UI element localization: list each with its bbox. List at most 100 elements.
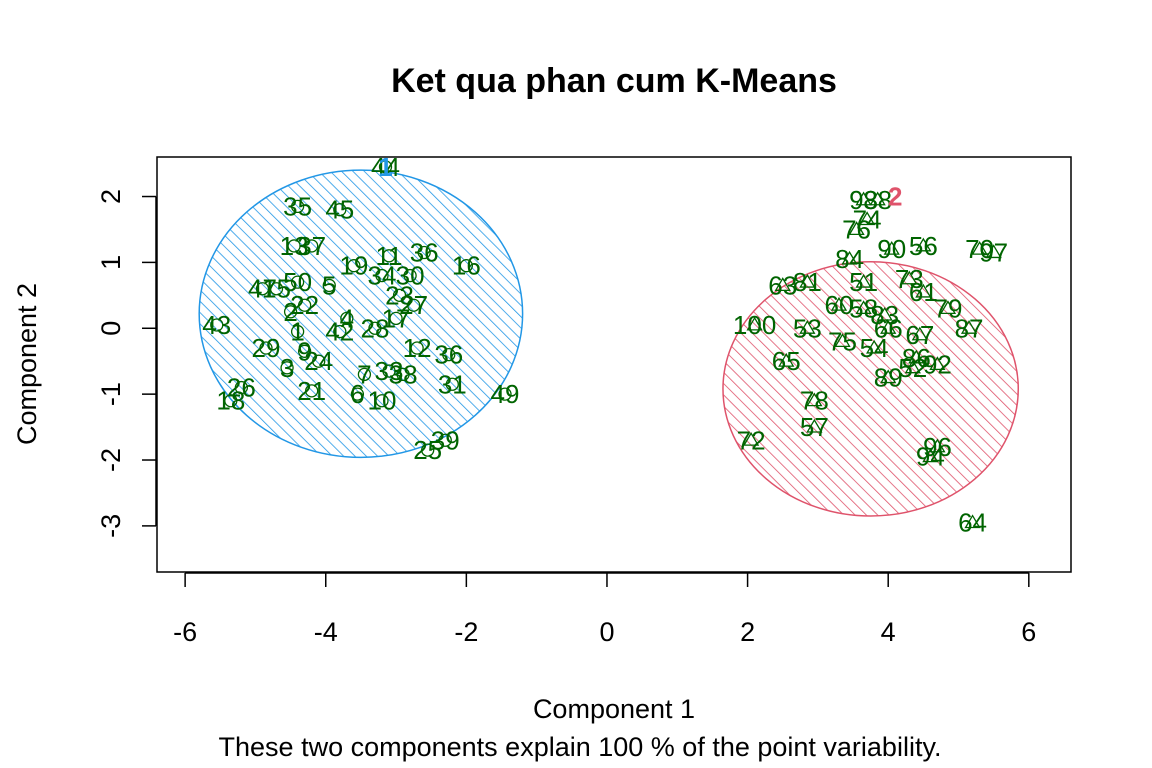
- cluster-2-point-marker: [883, 240, 900, 255]
- chart-title: Ket qua phan cum K-Means: [391, 62, 837, 100]
- cluster-1-point-label: 12: [403, 333, 432, 363]
- cluster-1-point-label: 26: [227, 373, 256, 403]
- x-tick-label: 4: [881, 617, 896, 647]
- cluster-2-ellipse: [722, 260, 1020, 517]
- cluster-2-point-label: 64: [958, 508, 987, 538]
- cluster-1-point-label: 28: [360, 313, 389, 343]
- cluster-1-point-label: 49: [491, 379, 520, 409]
- cluster-1-point-marker: [389, 311, 403, 326]
- x-tick-label: 0: [599, 617, 614, 647]
- cluster-2-point-label: 51: [849, 267, 878, 297]
- x-axis-label: Component 1: [533, 694, 695, 724]
- cluster-2-point-marker: [742, 431, 760, 446]
- cluster-2-point-label: 53: [793, 313, 822, 343]
- cluster-2-point-marker: [908, 349, 925, 364]
- cluster-2-point-marker: [971, 240, 988, 255]
- y-tick-label: -3: [96, 514, 126, 538]
- cluster-2-point-label: 78: [800, 386, 829, 416]
- cluster-1-point-label: 16: [452, 251, 481, 281]
- clusters-layer: [198, 169, 1020, 517]
- cluster-2-point-label: 61: [909, 277, 938, 307]
- cluster-2-point-label: 100: [733, 310, 776, 340]
- cluster-2-point-marker: [799, 319, 816, 334]
- cluster-1-point-label: 7: [357, 359, 371, 389]
- cluster-2-point-marker: [939, 300, 957, 315]
- cluster-1-point-marker: [290, 275, 305, 289]
- cluster-2-point-marker: [901, 270, 918, 285]
- cluster-1-point-marker: [297, 298, 312, 312]
- cluster-1-point-label: 30: [396, 261, 425, 291]
- cluster-2-point-marker: [806, 418, 823, 433]
- cluster-2-point-marker: [746, 316, 763, 331]
- cluster-1-point-label: 3: [280, 353, 294, 383]
- cluster-1-point-marker: [255, 282, 270, 296]
- cluster-1-point-label: 43: [202, 310, 231, 340]
- cluster-1-point-label: 15: [262, 274, 291, 304]
- cluster-1-point-marker: [269, 282, 284, 296]
- cluster-2-point-label: 84: [835, 244, 864, 274]
- plot-frame: [156, 156, 1072, 573]
- y-tick-label: 1: [96, 255, 126, 270]
- cluster-1-point-marker: [305, 239, 319, 253]
- cluster-2-point-label: 67: [905, 320, 934, 350]
- cluster-1-point-marker: [498, 387, 512, 401]
- y-tick-label: 0: [96, 321, 126, 336]
- cluster-2-point-marker: [929, 356, 946, 371]
- cluster-2-point-label: 81: [793, 267, 822, 297]
- cluster-1-point-marker: [350, 387, 365, 401]
- cluster-2-point-marker: [911, 326, 928, 341]
- cluster-1-point-label: 45: [325, 195, 354, 225]
- cluster-2-point-label: 58: [849, 294, 878, 324]
- cluster-2-point-label: 54: [860, 333, 889, 363]
- cluster-1-ellipse: [198, 169, 524, 459]
- cluster-1-point-label: 27: [399, 290, 428, 320]
- cluster-2-point-label: 76: [842, 214, 871, 244]
- cluster-1-point-marker: [305, 384, 319, 398]
- cluster-1-point-marker: [375, 268, 389, 283]
- cluster-1-point-label: 25: [413, 435, 442, 465]
- cluster-2-point-marker: [929, 438, 946, 453]
- cluster-2-point-marker: [880, 319, 897, 334]
- cluster-1-point-label: 31: [438, 369, 467, 399]
- cluster-1-point-label: 2: [283, 297, 297, 327]
- cluster-2-point-label: 70: [965, 234, 994, 264]
- cluster-2-point-label: 75: [828, 326, 857, 356]
- cluster-1-point-marker: [421, 443, 435, 457]
- cluster-2-point-label: 63: [768, 270, 797, 300]
- y-axis-label: Component 2: [12, 283, 42, 445]
- cluster-1-point-label: 9: [297, 336, 311, 366]
- cluster-1-point-marker: [234, 380, 249, 395]
- cluster-1-center-label: 1: [378, 152, 392, 182]
- cluster-2-center-label: 2: [888, 182, 902, 212]
- cluster-2-point-marker: [915, 283, 932, 298]
- x-tick-label: -4: [314, 617, 338, 647]
- cluster-1-point-label: 39: [431, 425, 460, 455]
- cluster-2-point-label: 65: [772, 346, 801, 376]
- cluster-1-point-label: 10: [368, 386, 397, 416]
- cluster-2-point-label: 87: [955, 313, 984, 343]
- cluster-1-point-marker: [259, 341, 273, 355]
- cluster-2-point-marker: [855, 300, 872, 315]
- cluster-1-point-marker: [403, 268, 417, 283]
- cluster-1-point-marker: [368, 321, 382, 335]
- cluster-1-point-marker: [312, 354, 326, 368]
- x-tick-label: -6: [173, 617, 197, 647]
- cluster-1-point-marker: [333, 324, 347, 339]
- cluster-1-point-marker: [322, 278, 336, 293]
- cluster-1-point-label: 5: [322, 270, 336, 300]
- cluster-2-point-marker: [806, 392, 823, 407]
- cluster-1-point-marker: [392, 288, 407, 302]
- x-tick-label: -2: [454, 617, 478, 647]
- cluster-2-point-label: 92: [923, 350, 952, 380]
- cluster-1-point-label: 21: [297, 376, 326, 406]
- cluster-1-point-marker: [382, 364, 396, 378]
- cluster-2-point-marker: [915, 237, 932, 252]
- cluster-2-point-label: 89: [874, 363, 903, 393]
- cluster-2-point-label: 56: [909, 231, 938, 261]
- cluster-1-point-label: 35: [283, 191, 312, 221]
- cluster-1-point-marker: [445, 377, 459, 391]
- cluster-1-point-marker: [459, 259, 474, 273]
- cluster-2-point-label: 83: [870, 300, 899, 330]
